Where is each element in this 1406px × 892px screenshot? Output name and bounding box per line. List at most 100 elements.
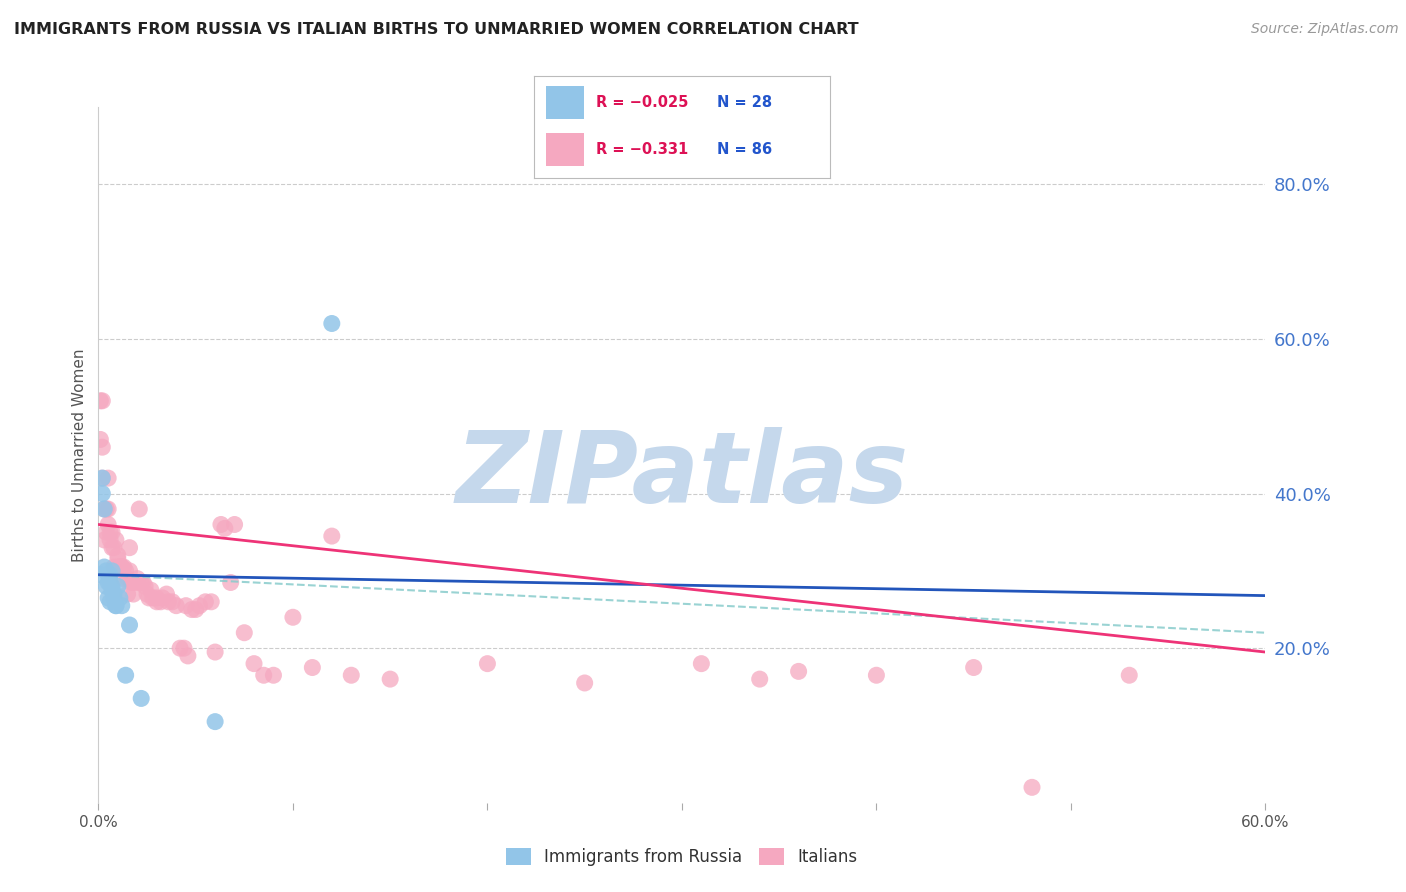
Point xyxy=(1118,668,1140,682)
Point xyxy=(378,672,402,686)
Point xyxy=(101,583,124,598)
Point xyxy=(101,541,124,555)
Bar xyxy=(546,133,585,166)
Point xyxy=(690,657,713,671)
Point xyxy=(146,591,169,605)
Text: R = −0.025: R = −0.025 xyxy=(596,95,689,110)
Point xyxy=(180,602,202,616)
Y-axis label: Births to Unmarried Women: Births to Unmarried Women xyxy=(72,348,87,562)
Point xyxy=(107,560,129,574)
Point xyxy=(118,541,141,555)
Point xyxy=(204,714,226,729)
Point xyxy=(138,591,160,605)
Point xyxy=(162,595,184,609)
Point xyxy=(340,668,363,682)
Point xyxy=(122,575,145,590)
Point xyxy=(174,599,197,613)
Point xyxy=(96,579,118,593)
Point xyxy=(177,648,200,663)
Point xyxy=(321,529,343,543)
Point xyxy=(104,599,127,613)
Point xyxy=(321,317,343,331)
Point xyxy=(962,660,984,674)
Bar xyxy=(546,87,585,119)
Text: Source: ZipAtlas.com: Source: ZipAtlas.com xyxy=(1251,22,1399,37)
Point xyxy=(98,567,121,582)
Point xyxy=(134,579,156,593)
Point xyxy=(91,471,114,485)
Point xyxy=(121,575,143,590)
Point xyxy=(104,533,127,547)
Point xyxy=(253,668,276,682)
Point xyxy=(97,575,120,590)
Point xyxy=(173,641,195,656)
Point xyxy=(152,591,174,605)
Point xyxy=(98,533,121,547)
Point xyxy=(91,471,114,485)
Point xyxy=(107,579,129,593)
Text: ZIPatlas: ZIPatlas xyxy=(456,427,908,524)
Point xyxy=(91,486,114,500)
Point xyxy=(111,560,134,574)
Point xyxy=(96,525,118,540)
Point xyxy=(98,595,121,609)
Point xyxy=(169,641,191,656)
Point xyxy=(477,657,499,671)
Point xyxy=(262,668,284,682)
Point xyxy=(165,599,187,613)
Point xyxy=(117,587,139,601)
Point xyxy=(96,502,118,516)
Point xyxy=(103,587,125,601)
Point xyxy=(157,595,180,609)
Point xyxy=(89,433,111,447)
Point xyxy=(128,502,150,516)
Text: IMMIGRANTS FROM RUSSIA VS ITALIAN BIRTHS TO UNMARRIED WOMEN CORRELATION CHART: IMMIGRANTS FROM RUSSIA VS ITALIAN BIRTHS… xyxy=(14,22,859,37)
Point xyxy=(127,575,149,590)
Point xyxy=(89,393,111,408)
Point xyxy=(155,587,177,601)
Point xyxy=(243,657,266,671)
Point xyxy=(93,533,115,547)
Point xyxy=(132,575,155,590)
Point xyxy=(101,564,124,578)
Point xyxy=(93,560,115,574)
Point xyxy=(111,599,134,613)
Point xyxy=(127,572,149,586)
Point xyxy=(103,541,125,555)
Point xyxy=(108,591,131,605)
Point xyxy=(104,599,127,613)
Point xyxy=(101,525,124,540)
Point xyxy=(219,575,242,590)
Point xyxy=(129,575,152,590)
Point xyxy=(97,567,120,582)
Point xyxy=(108,560,131,574)
Point xyxy=(91,440,114,454)
Point xyxy=(209,517,232,532)
Point xyxy=(97,502,120,516)
Point xyxy=(142,591,165,605)
Point xyxy=(748,672,770,686)
Point xyxy=(118,618,141,632)
Point xyxy=(112,560,135,574)
Legend: Immigrants from Russia, Italians: Immigrants from Russia, Italians xyxy=(498,839,866,874)
Point xyxy=(114,668,136,682)
Point xyxy=(114,564,136,578)
Point xyxy=(101,579,124,593)
Point xyxy=(139,583,162,598)
Point xyxy=(107,549,129,563)
Point xyxy=(184,602,207,616)
Point xyxy=(233,625,256,640)
Point xyxy=(89,567,111,582)
Point xyxy=(111,560,134,574)
Point xyxy=(112,572,135,586)
Point xyxy=(214,521,236,535)
Point xyxy=(118,564,141,578)
Point xyxy=(204,645,226,659)
Point xyxy=(787,665,810,679)
Text: N = 86: N = 86 xyxy=(717,142,772,157)
Point xyxy=(107,552,129,566)
Point xyxy=(136,587,159,601)
Point xyxy=(103,591,125,605)
Point xyxy=(149,595,172,609)
Point xyxy=(97,591,120,605)
